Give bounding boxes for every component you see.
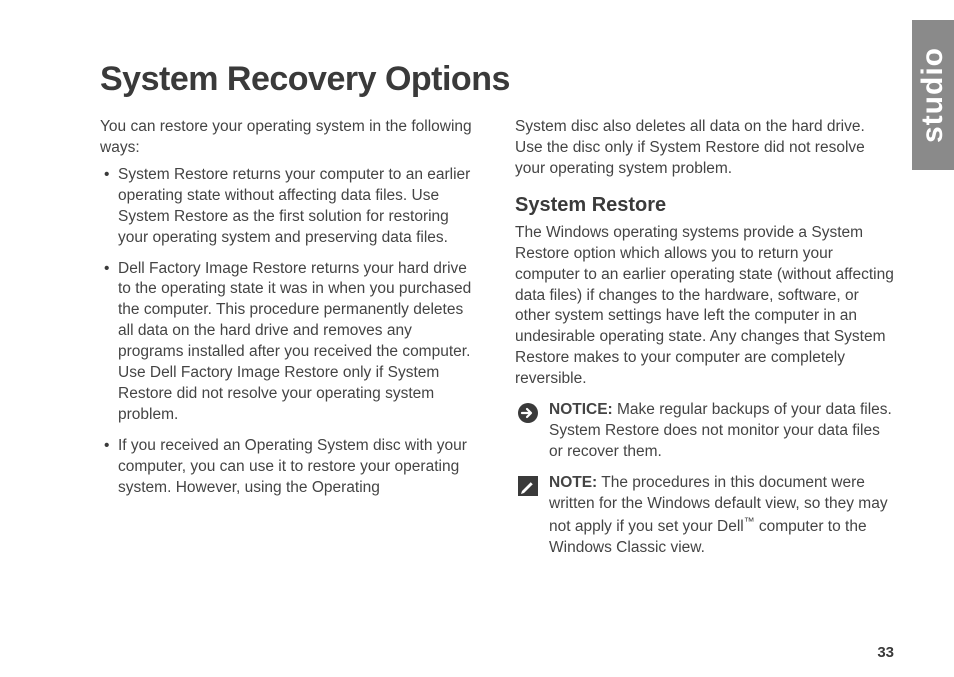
list-item: Dell Factory Image Restore returns your … — [118, 259, 479, 426]
notice-text: NOTICE: Make regular backups of your dat… — [549, 400, 894, 463]
page-title: System Recovery Options — [100, 60, 894, 99]
notice-label: NOTICE: — [549, 401, 613, 418]
note-pencil-icon — [517, 475, 539, 497]
intro-paragraph: You can restore your operating system in… — [100, 117, 479, 159]
trademark-symbol: ™ — [744, 516, 755, 528]
list-item: If you received an Operating System disc… — [118, 436, 479, 499]
side-tab-studio: studio — [912, 20, 954, 170]
content-columns: You can restore your operating system in… — [100, 117, 894, 559]
continuation-paragraph: System disc also deletes all data on the… — [515, 117, 894, 180]
notice-arrow-icon — [517, 402, 539, 424]
page-number: 33 — [877, 644, 894, 661]
bullet-list: System Restore returns your computer to … — [100, 165, 479, 499]
notice-block: NOTICE: Make regular backups of your dat… — [515, 400, 894, 463]
note-label: NOTE: — [549, 474, 597, 491]
document-page: studio System Recovery Options You can r… — [0, 0, 954, 677]
section-body: The Windows operating systems provide a … — [515, 223, 894, 390]
side-tab-label: studio — [916, 47, 950, 143]
note-block: NOTE: The procedures in this document we… — [515, 473, 894, 559]
note-text: NOTE: The procedures in this document we… — [549, 473, 894, 559]
list-item: System Restore returns your computer to … — [118, 165, 479, 249]
section-heading: System Restore — [515, 192, 894, 219]
